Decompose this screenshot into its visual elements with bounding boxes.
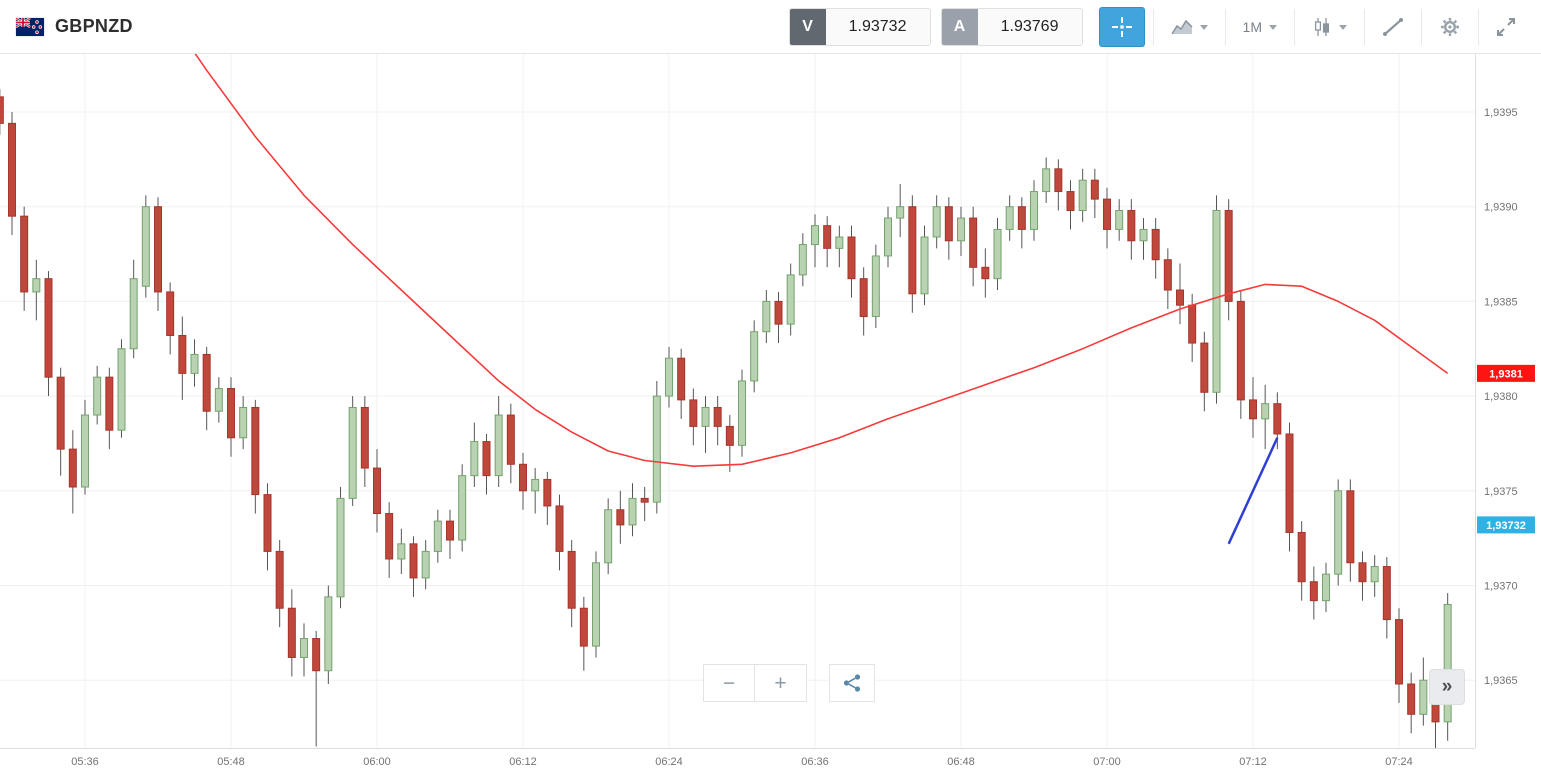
zoom-out-button[interactable]: −	[703, 664, 755, 702]
time-axis-label: 07:12	[1239, 756, 1267, 768]
time-axis-label: 06:12	[509, 756, 537, 768]
time-axis-label: 07:24	[1385, 756, 1413, 768]
price-axis[interactable]: 1,9395 1,9390 1,9385 1,9380 1,9375 1,9370 1,93…	[1484, 107, 1518, 687]
toolbar-separator	[1224, 8, 1226, 45]
chevron-down-icon	[1269, 25, 1277, 30]
toolbar-separator	[1421, 8, 1422, 45]
share-button[interactable]	[829, 664, 875, 702]
time-axis-label: 05:48	[217, 756, 245, 768]
time-axis-label: 06:00	[363, 756, 391, 768]
buy-quote-group[interactable]: A 1.93769	[940, 7, 1083, 46]
sell-quote-group[interactable]: V 1.93732	[788, 7, 931, 46]
trendline-icon	[1383, 17, 1403, 36]
candlestick-icon	[1314, 17, 1330, 36]
timeframe-label: 1M	[1242, 18, 1262, 35]
price-axis-label: 1,9380	[1484, 391, 1518, 403]
time-axis[interactable]: 05:36 05:48 06:00 06:12 06:24 06:36 06:48 07:00…	[71, 756, 1413, 768]
toolbar-separator	[1294, 8, 1295, 45]
chart-area: 1,9395 1,9390 1,9385 1,9380 1,9375 1,9370 1,93…	[0, 54, 1541, 782]
crosshair-button[interactable]	[1098, 6, 1145, 47]
ma-price-badge: 1,9381	[1477, 364, 1535, 382]
price-axis-label: 1,9395	[1484, 107, 1518, 119]
svg-text:1,9381: 1,9381	[1489, 368, 1523, 380]
time-axis-label: 05:36	[71, 756, 99, 768]
grid	[0, 54, 1475, 748]
fullscreen-button[interactable]	[1479, 7, 1533, 47]
expand-icon	[1497, 17, 1515, 36]
toolbar-separator	[1152, 8, 1154, 45]
toolbar-separator	[1364, 8, 1365, 45]
time-axis-label: 06:48	[947, 756, 975, 768]
zoom-in-button[interactable]: +	[755, 664, 807, 702]
price-axis-label: 1,9390	[1484, 202, 1518, 214]
drawing-tools-button[interactable]	[1365, 7, 1421, 47]
symbol-group: GBPNZD	[16, 16, 133, 37]
buy-price: 1.93769	[977, 8, 1082, 45]
chart-toolbar: V 1.93732 A 1.93769 1M	[788, 0, 1533, 53]
time-axis-label: 07:00	[1093, 756, 1121, 768]
moving-average-line[interactable]	[170, 54, 1449, 468]
collapse-button[interactable]: »	[1429, 669, 1465, 705]
sell-button[interactable]: V	[789, 8, 826, 45]
price-axis-label: 1,9370	[1484, 581, 1518, 593]
gear-icon	[1441, 17, 1459, 36]
svg-text:1,93732: 1,93732	[1486, 520, 1526, 532]
candles-layer	[0, 89, 1452, 748]
timeframe-button[interactable]: 1M	[1226, 7, 1294, 47]
nz-flag-icon	[16, 17, 44, 36]
share-icon	[843, 674, 861, 692]
candle-style-button[interactable]	[1295, 7, 1364, 47]
zoom-controls: − +	[703, 664, 875, 702]
topbar: GBPNZD V 1.93732 A 1.93769	[0, 0, 1541, 54]
symbol-title: GBPNZD	[55, 16, 133, 36]
price-axis-label: 1,9375	[1484, 486, 1518, 498]
crosshair-icon	[1111, 16, 1132, 37]
chart-type-button[interactable]	[1154, 7, 1225, 47]
time-axis-label: 06:24	[655, 756, 683, 768]
price-axis-label: 1,9385	[1484, 296, 1518, 308]
sell-price: 1.93732	[825, 8, 930, 45]
trendline[interactable]	[1227, 437, 1279, 545]
price-axis-label: 1,9365	[1484, 675, 1518, 687]
chevron-down-icon	[1199, 25, 1208, 30]
chevron-down-icon	[1339, 25, 1347, 30]
area-chart-icon	[1170, 19, 1193, 34]
last-price-badge: 1,93732	[1477, 516, 1535, 534]
time-axis-label: 06:36	[801, 756, 829, 768]
price-chart[interactable]: 1,9395 1,9390 1,9385 1,9380 1,9375 1,9370 1,93…	[0, 54, 1541, 782]
buy-button[interactable]: A	[941, 8, 978, 45]
toolbar-separator	[1478, 8, 1479, 45]
settings-button[interactable]	[1422, 7, 1478, 47]
